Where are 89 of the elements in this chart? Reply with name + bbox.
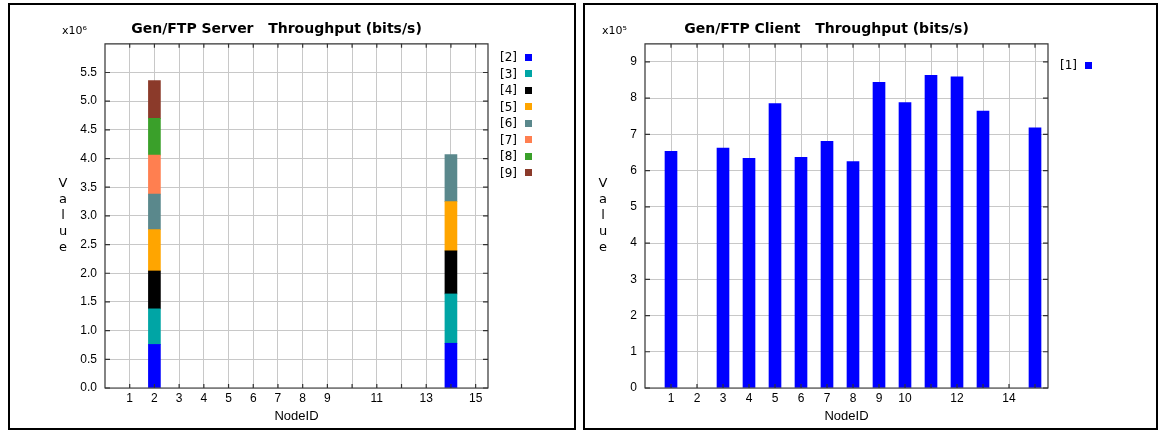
bar bbox=[444, 201, 458, 252]
x-tick-label: 4 bbox=[200, 390, 208, 405]
y-tick-label: 4.5 bbox=[80, 122, 98, 137]
x-tick-label: 9 bbox=[324, 390, 332, 405]
y-tick-label: 1.0 bbox=[80, 322, 98, 337]
bar bbox=[950, 76, 964, 388]
x-tick-label: 11 bbox=[370, 390, 384, 405]
bar bbox=[742, 157, 756, 388]
x-axis-title: NodeID bbox=[274, 407, 319, 423]
y-tick-label: 1.5 bbox=[80, 294, 98, 309]
legend-label: [5] bbox=[500, 99, 517, 114]
text: [1] bbox=[1060, 58, 1077, 73]
bar bbox=[148, 118, 161, 156]
text: x10⁶ bbox=[62, 23, 88, 37]
y-tick-label: 3.5 bbox=[80, 179, 98, 194]
y-tick-label: 0.5 bbox=[80, 351, 98, 366]
legend-label: [3] bbox=[500, 66, 517, 81]
x-tick-label: 6 bbox=[797, 390, 805, 405]
bar bbox=[148, 270, 161, 310]
y-tick-label: 4 bbox=[630, 235, 638, 250]
legend-label: [7] bbox=[500, 132, 517, 147]
bar bbox=[664, 151, 678, 388]
bar bbox=[820, 140, 834, 388]
y-tick-label: 0.0 bbox=[80, 380, 98, 395]
x-tick-label: 3 bbox=[719, 390, 727, 405]
x-axis-title: NodeID bbox=[824, 407, 869, 423]
x-tick-label: 8 bbox=[849, 390, 857, 405]
bar bbox=[444, 342, 458, 388]
x-tick-label: 13 bbox=[419, 390, 434, 405]
x-tick-label: 5 bbox=[771, 390, 779, 405]
bar bbox=[768, 103, 782, 388]
bar bbox=[444, 250, 458, 295]
text: x10⁵ bbox=[602, 23, 627, 37]
x-tick-label: 7 bbox=[823, 390, 831, 405]
y-tick-label: 8 bbox=[630, 90, 638, 105]
y-tick-label: 9 bbox=[630, 54, 638, 69]
x-tick-label: 1 bbox=[667, 390, 675, 405]
x-tick-label: 6 bbox=[249, 390, 257, 405]
bar bbox=[716, 147, 730, 388]
y-axis-title: Value bbox=[598, 175, 608, 255]
bar bbox=[872, 81, 886, 388]
bar bbox=[148, 154, 161, 195]
x-tick-label: 12 bbox=[950, 390, 964, 405]
x-tick-label: 14 bbox=[1002, 390, 1016, 405]
x-tick-label: 5 bbox=[225, 390, 233, 405]
x-tick-label: 8 bbox=[299, 390, 307, 405]
chart-title: Gen/FTP Client Throughput (bits/s) bbox=[684, 20, 969, 37]
bar bbox=[148, 193, 161, 230]
x-tick-label: 15 bbox=[468, 390, 483, 405]
x-tick-label: 10 bbox=[898, 390, 912, 405]
bar bbox=[898, 102, 912, 388]
x-tick-label: 4 bbox=[745, 390, 753, 405]
x-tick-label: 1 bbox=[126, 390, 134, 405]
y-tick-label: 4.0 bbox=[80, 150, 98, 165]
bar bbox=[976, 110, 990, 388]
bar bbox=[148, 308, 161, 345]
x-tick-label: 2 bbox=[693, 390, 701, 405]
bar bbox=[444, 293, 458, 344]
chart-title: Gen/FTP Server Throughput (bits/s) bbox=[131, 20, 422, 37]
bar bbox=[1028, 127, 1042, 388]
x-tick-label: 7 bbox=[274, 390, 282, 405]
legend-label: [9] bbox=[500, 165, 517, 180]
y-axis-title: Value bbox=[58, 175, 68, 255]
legend-label: [8] bbox=[500, 149, 517, 164]
y-tick-label: 2.0 bbox=[80, 265, 98, 280]
y-tick-label: 3 bbox=[630, 271, 638, 286]
y-tick-label: 6 bbox=[630, 162, 638, 177]
bar bbox=[924, 74, 938, 388]
x-tick-label: 3 bbox=[175, 390, 183, 405]
y-tick-label: 2 bbox=[630, 307, 638, 322]
y-tick-label: 5.5 bbox=[80, 64, 98, 79]
legend-label: [2] bbox=[500, 50, 517, 65]
bar bbox=[148, 80, 161, 119]
y-tick-label: 0 bbox=[630, 380, 638, 395]
bar bbox=[794, 156, 808, 388]
bar bbox=[444, 154, 458, 202]
legend-label: [6] bbox=[500, 116, 517, 131]
y-tick-label: 5 bbox=[630, 199, 638, 214]
y-tick-label: 2.5 bbox=[80, 236, 98, 251]
bar bbox=[148, 344, 161, 388]
y-tick-label: 1 bbox=[630, 344, 638, 359]
x-tick-label: 2 bbox=[151, 390, 159, 405]
y-tick-label: 5.0 bbox=[80, 93, 98, 108]
bar bbox=[846, 161, 860, 388]
y-tick-label: 7 bbox=[630, 126, 638, 141]
legend-label: [4] bbox=[500, 83, 517, 98]
y-tick-label: 3.0 bbox=[80, 208, 98, 223]
x-tick-label: 9 bbox=[875, 390, 883, 405]
bar bbox=[148, 229, 161, 272]
